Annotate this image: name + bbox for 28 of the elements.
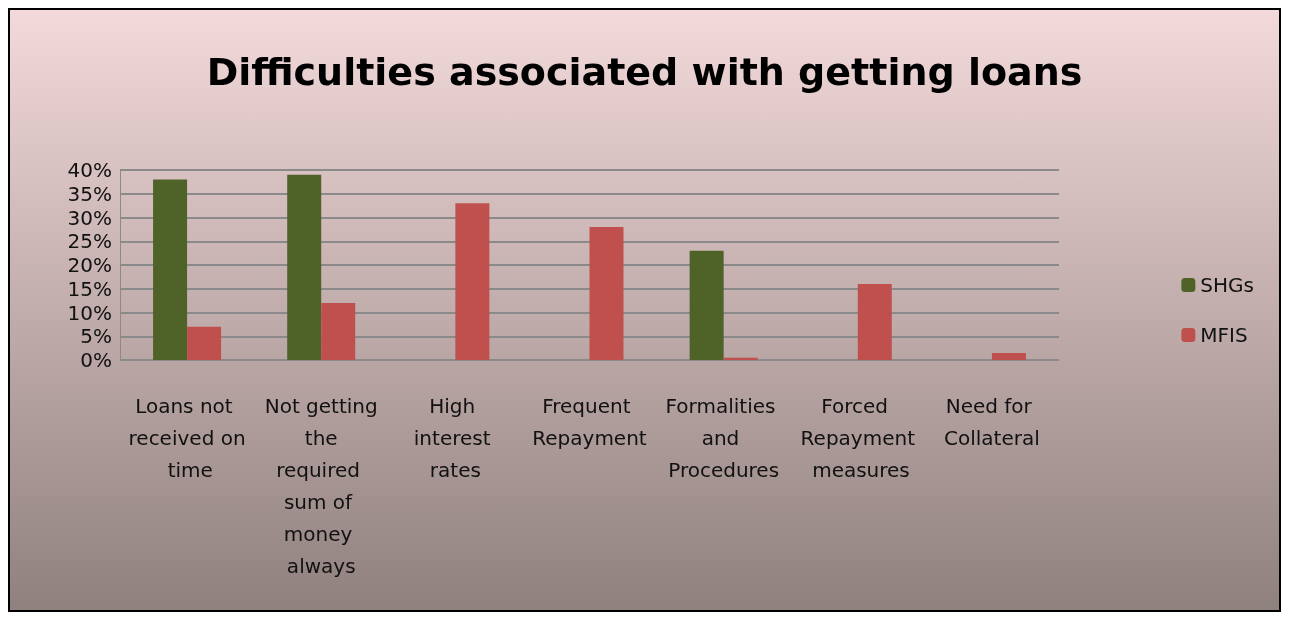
x-tick-label: Loans not received on time <box>128 394 246 482</box>
bar <box>455 203 490 360</box>
chart-title: Difficulties associated with getting loans <box>206 50 1083 94</box>
y-tick-label: 25% <box>67 229 112 254</box>
x-tick-label: Formalities and Procedures <box>665 394 782 482</box>
bar <box>991 352 1026 360</box>
bar <box>857 284 892 360</box>
bar <box>187 326 222 360</box>
y-tick-label: 15% <box>67 276 112 301</box>
legend-label: MFIS <box>1200 323 1248 347</box>
y-tick-label: 0% <box>80 348 112 372</box>
bar <box>689 250 724 360</box>
legend-label: SHGs <box>1200 273 1254 297</box>
x-tick-label: Forced Repayment measures <box>800 394 916 482</box>
y-tick-label: 20% <box>67 253 112 277</box>
x-tick-label: Frequent Repayment <box>532 394 647 450</box>
bar <box>153 179 188 360</box>
bar <box>321 303 356 360</box>
y-tick-label: 5% <box>80 324 112 349</box>
bar <box>287 174 322 360</box>
x-tick-label: High interest rates <box>413 394 497 482</box>
y-tick-label: 35% <box>67 181 112 206</box>
x-tick-label: Not getting the required sum of money always <box>264 394 378 578</box>
y-tick-label: 10% <box>67 300 112 325</box>
y-tick-label: 40% <box>67 158 112 182</box>
bar <box>589 227 624 360</box>
x-tick-label: Need for Collateral <box>944 394 1040 450</box>
y-tick-label: 30% <box>67 205 112 230</box>
